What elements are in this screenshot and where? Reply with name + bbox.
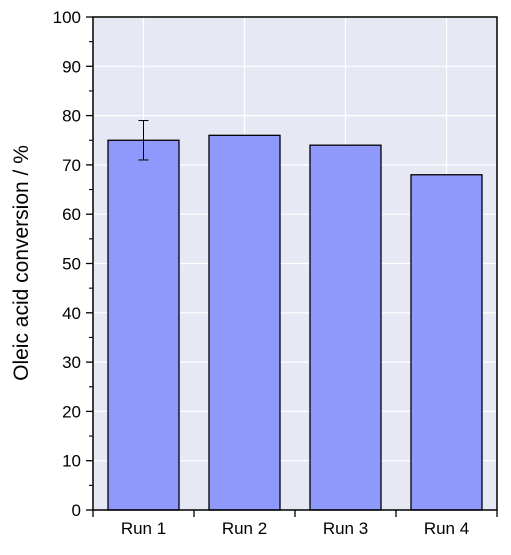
y-tick-label: 0 — [72, 501, 81, 520]
y-axis-label: Oleic acid conversion / % — [10, 145, 33, 381]
y-tick-label: 90 — [62, 57, 81, 76]
y-tick-label: 10 — [62, 452, 81, 471]
bar-run-4 — [410, 174, 483, 511]
x-tick-label: Run 1 — [121, 519, 166, 538]
y-tick-label: 60 — [62, 205, 81, 224]
y-tick-label: 80 — [62, 107, 81, 126]
x-axis: Run 1 Run 2 Run 3 Run 4 — [92, 510, 498, 538]
y-tick-label: 20 — [62, 402, 81, 421]
y-axis: 0 10 20 30 40 50 60 70 80 90 100 — [53, 8, 93, 520]
y-tick-label: 40 — [62, 304, 81, 323]
bar-run-2 — [208, 134, 281, 511]
y-tick-label: 100 — [53, 8, 81, 27]
error-bars — [138, 120, 149, 161]
bars — [107, 134, 483, 511]
bar-run-3 — [309, 144, 382, 511]
y-tick-label: 30 — [62, 353, 81, 372]
bar-run-1 — [107, 139, 180, 511]
y-tick-label: 50 — [62, 255, 81, 274]
y-tick-label: 70 — [62, 156, 81, 175]
x-tick-label: Run 4 — [424, 519, 469, 538]
x-tick-label: Run 2 — [222, 519, 267, 538]
x-tick-label: Run 3 — [323, 519, 368, 538]
